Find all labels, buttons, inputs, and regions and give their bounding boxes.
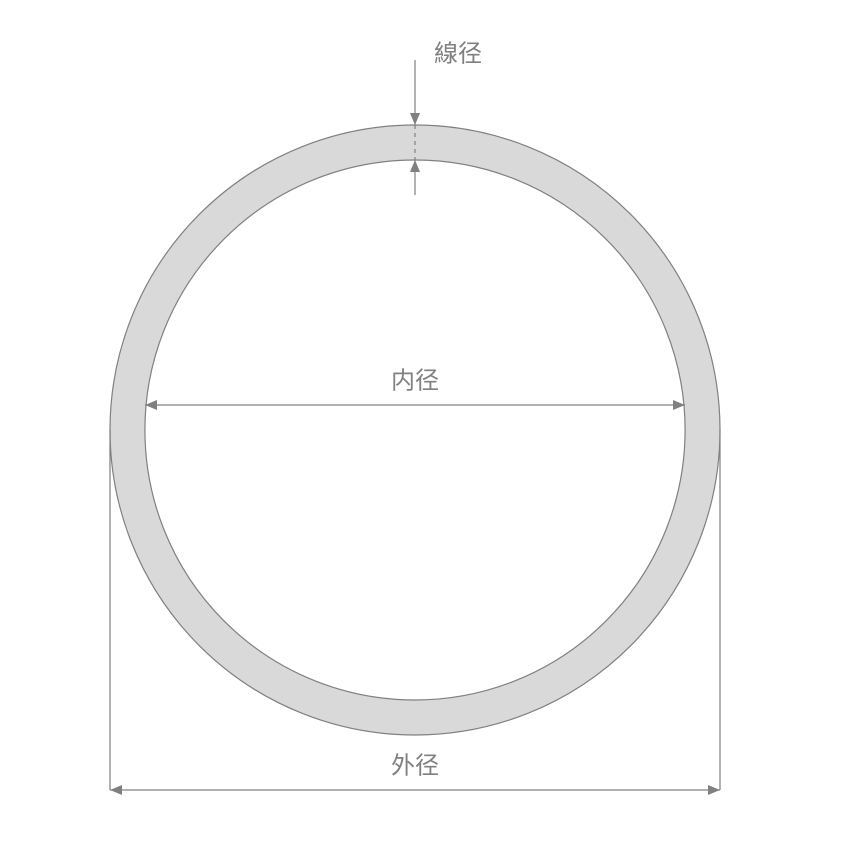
outer-diameter-label: 外径 bbox=[391, 752, 439, 779]
wire-diameter-label: 線径 bbox=[434, 40, 482, 67]
inner-diameter-label: 内径 bbox=[391, 367, 439, 394]
ring-shape bbox=[110, 125, 720, 735]
ring-dimension-diagram: 線径内径外径 bbox=[0, 0, 850, 850]
